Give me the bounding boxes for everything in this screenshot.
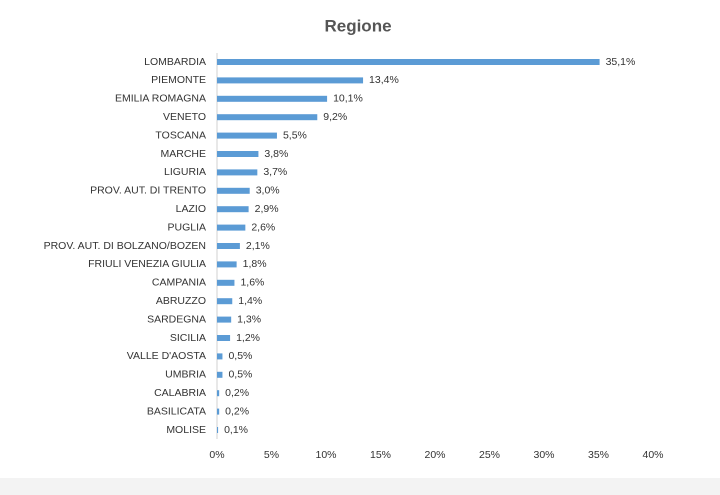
y-tick-label: VENETO: [163, 111, 206, 123]
x-tick-label: 5%: [264, 449, 279, 461]
bar: [217, 59, 600, 65]
value-label: 5,5%: [283, 129, 307, 141]
y-tick-label: SARDEGNA: [147, 313, 206, 325]
x-tick-label: 15%: [370, 449, 391, 461]
y-tick-label: UMBRIA: [165, 369, 206, 381]
y-tick-label: PIEMONTE: [151, 74, 206, 86]
bar: [217, 390, 220, 397]
bar: [217, 427, 219, 433]
y-tick-label: VALLE D'AOSTA: [127, 350, 206, 362]
value-label: 0,1%: [224, 424, 248, 436]
y-tick-label: LOMBARDIA: [144, 56, 206, 68]
bar: [217, 151, 259, 157]
bar: [217, 298, 233, 305]
value-label: 1,6%: [240, 277, 264, 289]
value-label: 0,5%: [228, 350, 252, 362]
y-tick-label: CALABRIA: [154, 387, 206, 399]
bar: [217, 132, 277, 139]
value-label: 3,7%: [263, 166, 287, 178]
y-tick-label: EMILIA ROMAGNA: [115, 93, 206, 105]
value-label: 0,5%: [228, 369, 252, 381]
bar: [217, 77, 364, 84]
bottom-strip: [0, 478, 720, 495]
y-tick-label: PROV. AUT. DI BOLZANO/BOZEN: [44, 240, 206, 252]
bar: [217, 316, 232, 323]
x-tick-label: 25%: [479, 449, 500, 461]
value-label: 10,1%: [333, 93, 363, 105]
value-label: 35,1%: [606, 56, 636, 68]
value-label: 13,4%: [369, 74, 399, 86]
value-label: 2,9%: [255, 203, 279, 215]
y-tick-label: BASILICATA: [147, 405, 206, 417]
y-tick-label: ABRUZZO: [156, 295, 206, 307]
y-tick-label: MARCHE: [160, 148, 206, 160]
x-tick-label: 35%: [588, 449, 609, 461]
value-label: 2,6%: [251, 221, 275, 233]
x-tick-label: 0%: [209, 449, 224, 461]
value-label: 9,2%: [323, 111, 347, 123]
y-tick-label: TOSCANA: [155, 129, 206, 141]
bar: [217, 353, 223, 360]
chart-title: Regione: [324, 16, 391, 35]
value-label: 0,2%: [225, 405, 249, 417]
bar: [217, 371, 223, 378]
bar: [217, 206, 249, 213]
bar: [217, 408, 220, 415]
bar: [217, 95, 328, 102]
value-label: 1,2%: [236, 332, 260, 344]
bar: [217, 187, 250, 194]
bar: [217, 114, 318, 121]
value-label: 3,0%: [256, 185, 280, 197]
bar: [217, 224, 246, 231]
value-label: 1,8%: [243, 258, 267, 270]
value-label: 1,4%: [238, 295, 262, 307]
x-tick-label: 40%: [642, 449, 663, 461]
value-label: 2,1%: [246, 240, 270, 252]
y-tick-label: LAZIO: [176, 203, 206, 215]
value-label: 0,2%: [225, 387, 249, 399]
bar: [217, 243, 240, 249]
y-tick-label: LIGURIA: [164, 166, 206, 178]
y-tick-label: MOLISE: [166, 424, 206, 436]
y-tick-label: SICILIA: [170, 332, 206, 344]
y-tick-label: CAMPANIA: [152, 277, 206, 289]
x-tick-label: 10%: [315, 449, 336, 461]
y-tick-label: PROV. AUT. DI TRENTO: [90, 185, 206, 197]
y-tick-label: PUGLIA: [167, 221, 206, 233]
y-tick-label: FRIULI VENEZIA GIULIA: [88, 258, 206, 270]
bar: [217, 279, 235, 286]
bar: [217, 261, 237, 268]
x-tick-label: 30%: [533, 449, 554, 461]
value-label: 1,3%: [237, 313, 261, 325]
value-label: 3,8%: [264, 148, 288, 160]
x-tick-label: 20%: [424, 449, 445, 461]
bar: [217, 169, 258, 176]
bar: [217, 335, 231, 341]
